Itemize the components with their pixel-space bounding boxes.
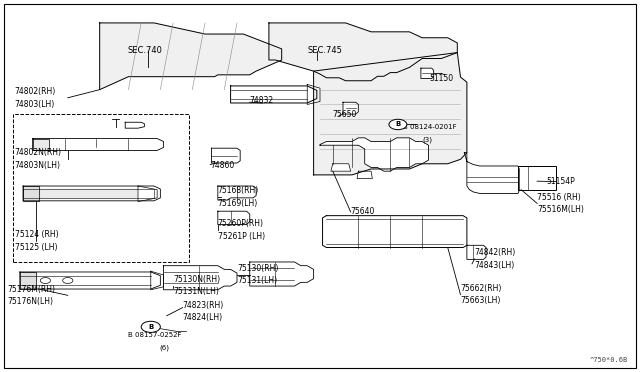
Circle shape xyxy=(40,278,51,283)
Text: 75516 (RH): 75516 (RH) xyxy=(537,193,581,202)
Polygon shape xyxy=(465,153,519,193)
Polygon shape xyxy=(269,23,458,81)
Polygon shape xyxy=(343,102,358,114)
Text: SEC.745: SEC.745 xyxy=(307,46,342,55)
Text: 75516M(LH): 75516M(LH) xyxy=(537,205,584,214)
Text: 74842(RH): 74842(RH) xyxy=(474,248,516,257)
Text: 74803(LH): 74803(LH) xyxy=(15,100,55,109)
Text: 75176N(LH): 75176N(LH) xyxy=(7,297,53,306)
Text: B 08124-0201F: B 08124-0201F xyxy=(403,124,457,130)
Text: 75261P (LH): 75261P (LH) xyxy=(218,232,265,241)
Text: 75131N(LH): 75131N(LH) xyxy=(173,288,219,296)
Polygon shape xyxy=(250,262,314,286)
Text: 51150: 51150 xyxy=(430,74,454,83)
Circle shape xyxy=(141,321,161,333)
Text: SEC.740: SEC.740 xyxy=(127,46,162,55)
Polygon shape xyxy=(357,171,372,179)
Polygon shape xyxy=(151,271,164,290)
Text: 75131(LH): 75131(LH) xyxy=(237,276,277,285)
Polygon shape xyxy=(33,138,49,150)
Text: 74802(RH): 74802(RH) xyxy=(15,87,56,96)
Text: 75125 (LH): 75125 (LH) xyxy=(15,243,57,252)
Bar xyxy=(518,166,556,190)
Polygon shape xyxy=(323,216,467,247)
Text: 74802N(RH): 74802N(RH) xyxy=(15,148,61,157)
Text: 74843(LH): 74843(LH) xyxy=(474,261,515,270)
Circle shape xyxy=(389,119,407,130)
Text: 75169(LH): 75169(LH) xyxy=(218,199,258,208)
Polygon shape xyxy=(320,138,429,171)
Polygon shape xyxy=(331,164,351,171)
Polygon shape xyxy=(307,84,320,105)
Polygon shape xyxy=(23,186,39,201)
Polygon shape xyxy=(211,148,240,163)
Polygon shape xyxy=(23,186,161,201)
Text: 75124 (RH): 75124 (RH) xyxy=(15,230,58,240)
Polygon shape xyxy=(314,52,467,175)
Polygon shape xyxy=(230,86,317,103)
Text: B 08157-0252F: B 08157-0252F xyxy=(129,332,182,338)
Text: 75168(RH): 75168(RH) xyxy=(218,186,259,195)
Polygon shape xyxy=(20,272,36,289)
Text: 75640: 75640 xyxy=(351,207,375,216)
Polygon shape xyxy=(125,122,145,128)
Text: (3): (3) xyxy=(422,136,432,142)
Text: B: B xyxy=(396,122,401,128)
Bar xyxy=(13,114,189,262)
Polygon shape xyxy=(164,266,237,290)
Text: 75130(RH): 75130(RH) xyxy=(237,264,278,273)
Polygon shape xyxy=(20,272,161,289)
Polygon shape xyxy=(23,189,154,198)
Text: B: B xyxy=(148,324,154,330)
Polygon shape xyxy=(421,68,434,78)
Text: 51154P: 51154P xyxy=(546,177,575,186)
Text: (6): (6) xyxy=(159,344,169,351)
Text: 75176M(RH): 75176M(RH) xyxy=(7,285,55,294)
Text: 74832: 74832 xyxy=(250,96,274,105)
Text: 74860: 74860 xyxy=(210,161,234,170)
Text: ^750*0.6B: ^750*0.6B xyxy=(589,357,628,363)
Text: 74803N(LH): 74803N(LH) xyxy=(15,161,61,170)
Polygon shape xyxy=(33,138,164,150)
Polygon shape xyxy=(467,245,486,259)
Text: 75650: 75650 xyxy=(333,110,357,119)
Polygon shape xyxy=(218,211,250,225)
Text: 74823(RH): 74823(RH) xyxy=(182,301,224,310)
Polygon shape xyxy=(138,186,157,202)
Text: 75663(LH): 75663(LH) xyxy=(461,296,501,305)
Polygon shape xyxy=(218,186,256,200)
Text: 75662(RH): 75662(RH) xyxy=(461,284,502,293)
Polygon shape xyxy=(100,23,282,90)
Text: 74824(LH): 74824(LH) xyxy=(182,314,223,323)
Text: 75130N(RH): 75130N(RH) xyxy=(173,275,220,284)
Circle shape xyxy=(63,278,73,283)
Text: 75260P(RH): 75260P(RH) xyxy=(218,219,264,228)
